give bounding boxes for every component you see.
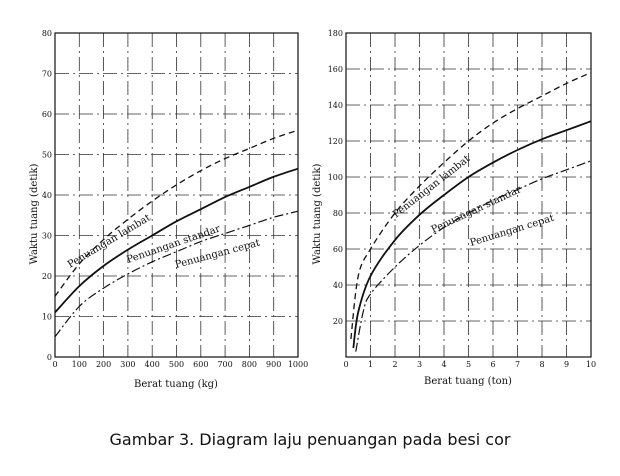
x-tick-label: 5 [466,360,471,369]
x-tick-label: 300 [120,360,135,369]
x-axis-label: Berat tuang (ton) [424,376,512,387]
x-tick-label: 800 [242,360,257,369]
x-tick-label: 3 [417,360,422,369]
x-tick-label: 200 [96,360,111,369]
x-tick-label: 900 [266,360,281,369]
y-tick-label: 160 [328,65,343,74]
chart-right: 0 1 2 3 4 5 6 7 8 9 10 20 40 60 80 100 120 140 160 180 Berat… [312,29,596,387]
y-tick-label: 70 [42,70,52,79]
figure-caption: Gambar 3. Diagram laju penuangan pada be… [109,430,511,449]
x-tick-label: 600 [193,360,208,369]
y-tick-label: 60 [333,245,343,254]
x-tick-label: 1 [368,360,373,369]
y-tick-label: 30 [42,232,52,241]
y-tick-label: 180 [328,29,343,38]
x-tick-label: 400 [145,360,160,369]
y-tick-label: 10 [42,313,52,322]
x-tick-label: 500 [169,360,184,369]
y-tick-label: 80 [333,209,343,218]
series-label: Penuangan cepat [469,213,556,249]
series-line-penuangan-lambat [54,129,299,297]
y-tick-label: 80 [42,29,52,38]
y-tick-label: 50 [42,151,52,160]
x-tick-label: 6 [490,360,495,369]
x-axis-label: Berat tuang (kg) [134,379,218,390]
series-line-penuangan-lambat [350,72,592,340]
y-tick-label: 140 [328,101,343,110]
x-tick-label: 0 [52,360,57,369]
y-tick-label: 20 [42,272,52,281]
y-tick-label: 100 [328,173,343,182]
plot-frame [345,32,592,358]
x-tick-label: 10 [586,360,596,369]
y-tick-label: 120 [328,137,343,146]
x-tick-label: 2 [392,360,397,369]
y-axis-label: Waktu tuang (detik) [312,163,323,264]
x-tick-label: 9 [564,360,569,369]
y-axis-label: Waktu tuang (detik) [29,163,40,264]
x-tick-label: 1000 [288,360,308,369]
chart-left: 0 100 200 300 400 500 600 700 800 900 1000 0 10 20 30 4… [29,29,308,390]
y-tick-label: 60 [42,110,52,119]
y-tick-label: 20 [333,317,343,326]
x-tick-label: 4 [441,360,446,369]
series-line-penuangan-cepat [355,160,592,352]
y-tick-label: 40 [333,281,343,290]
x-tick-label: 700 [217,360,232,369]
series-line-penuangan-standar [54,167,299,314]
x-tick-label: 8 [539,360,544,369]
y-tick-label: 0 [47,353,52,362]
y-tick-label: 40 [42,191,52,200]
x-tick-label: 100 [72,360,87,369]
series-line-penuangan-standar [352,120,592,349]
x-tick-label: 7 [515,360,520,369]
series-label: Penuangan lambat [391,154,472,221]
plot-frame [54,32,299,358]
x-tick-label: 0 [343,360,348,369]
